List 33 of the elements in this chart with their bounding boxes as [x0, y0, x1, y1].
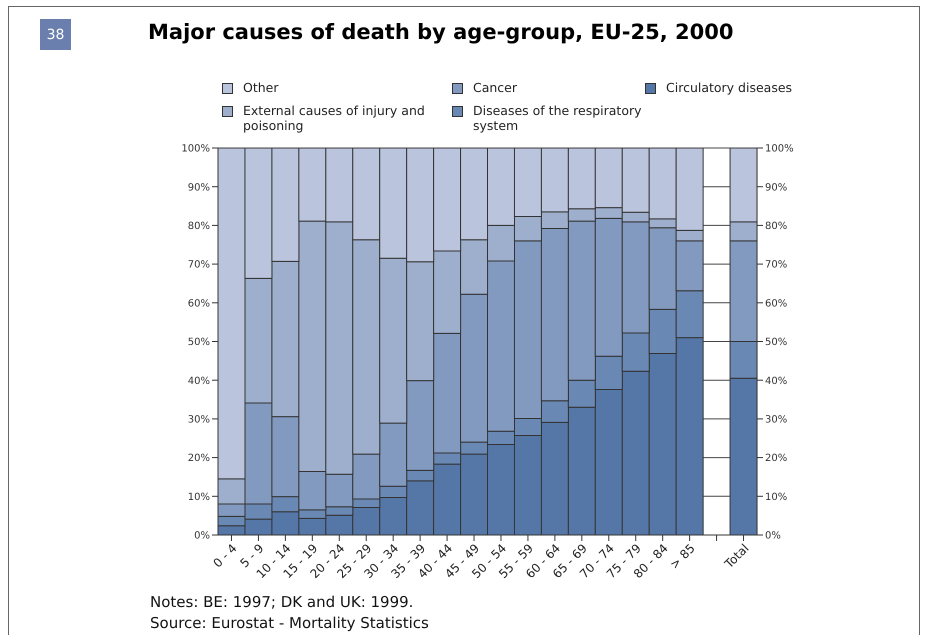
legend-label: Other — [243, 80, 280, 95]
legend-label: Circulatory diseases — [666, 80, 794, 95]
legend-label: Diseases of the respiratory system — [473, 103, 643, 133]
x-tick-label: 0 - 4 — [210, 541, 240, 570]
y-tick-label: 70% — [188, 260, 210, 271]
y-tick-label: 0% — [194, 530, 210, 542]
legend-label: Cancer — [473, 80, 518, 95]
y2-tick-label: 10% — [765, 492, 788, 503]
chart-title: Major causes of death by age-group, EU-25, 2000 — [148, 20, 734, 44]
y2-tick-label: 50% — [765, 337, 788, 348]
source-note: Source: Eurostat - Mortality Statistics — [150, 613, 429, 634]
y-tick-label: 100% — [181, 144, 210, 155]
text: 38 — [40, 19, 71, 50]
y-tick-label: 20% — [188, 453, 210, 464]
y2-tick-label: 40% — [765, 376, 788, 387]
legend-label: External causes of injury and poisoning — [243, 103, 426, 133]
y2-tick-label: 90% — [765, 182, 788, 194]
text: Notes: BE: 1997; DK and UK: 1999. — [150, 592, 414, 613]
y2-tick-label: 80% — [765, 220, 788, 232]
y2-tick-label: 30% — [765, 414, 788, 426]
y-tick-label: 10% — [188, 492, 210, 503]
y2-tick-label: 100% — [765, 144, 794, 155]
y2-tick-label: 60% — [765, 298, 788, 310]
y-tick-label: 50% — [188, 337, 210, 348]
y2-tick-label: 70% — [765, 260, 788, 271]
y2-tick-label: 0% — [765, 530, 781, 542]
x-tick-label: > 85 — [667, 541, 698, 572]
y2-tick-label: 20% — [765, 453, 788, 464]
y-tick-label: 80% — [188, 220, 210, 232]
y-tick-label: 40% — [188, 376, 210, 387]
y-tick-label: 30% — [188, 414, 210, 426]
y-tick-label: 90% — [188, 182, 210, 194]
y-tick-label: 60% — [188, 298, 210, 310]
